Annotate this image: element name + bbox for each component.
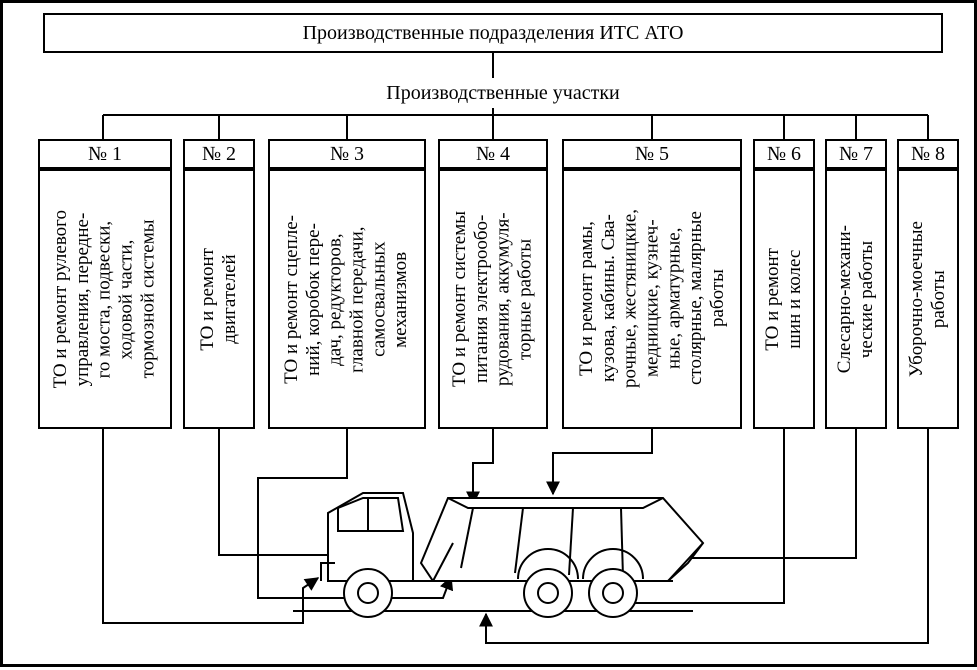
title-text: Производственные подразделения ИТС АТО [303, 22, 684, 44]
col-3-header: № 3 [268, 139, 426, 169]
col-2-header: № 2 [183, 139, 255, 169]
col-4-label: ТО и ремонт системы питания электрообо- … [449, 211, 536, 387]
col-6-label: ТО и ремонт шин и колес [762, 248, 806, 351]
title-box: Производственные подразделения ИТС АТО [43, 13, 943, 53]
col-1-header: № 1 [38, 139, 172, 169]
col-6-header: № 6 [753, 139, 815, 169]
col-4-num: № 4 [476, 143, 510, 166]
col-2-num: № 2 [202, 143, 236, 166]
col-4-body: ТО и ремонт системы питания электрообо- … [438, 169, 548, 429]
col-5-num: № 5 [635, 143, 669, 166]
col-3-num: № 3 [330, 143, 364, 166]
col-8-label: Уборочно-моечные работы [906, 221, 950, 377]
col-1-num: № 1 [88, 143, 122, 166]
col-3-body: ТО и ремонт сцепле- ний, коробок пере- д… [268, 169, 426, 429]
col-6-body: ТО и ремонт шин и колес [753, 169, 815, 429]
col-2-body: ТО и ремонт двигателей [183, 169, 255, 429]
col-7-num: № 7 [839, 143, 873, 166]
subtitle-box: Производственные участки [303, 78, 703, 108]
col-7-label: Слесарно-механи- ческие работы [834, 225, 878, 373]
col-8-header: № 8 [897, 139, 959, 169]
diagram-canvas: Производственные подразделения ИТС АТО П… [0, 0, 977, 667]
col-5-header: № 5 [562, 139, 742, 169]
col-3-label: ТО и ремонт сцепле- ний, коробок пере- д… [281, 215, 412, 384]
col-5-body: ТО и ремонт рамы, кузова, кабины. Сва- р… [562, 169, 742, 429]
col-4-header: № 4 [438, 139, 548, 169]
col-8-num: № 8 [911, 143, 945, 166]
col-2-label: ТО и ремонт двигателей [197, 248, 241, 351]
col-7-header: № 7 [825, 139, 887, 169]
col-1-body: ТО и ремонт рулевого управления, передне… [38, 169, 172, 429]
col-7-body: Слесарно-механи- ческие работы [825, 169, 887, 429]
subtitle-text: Производственные участки [386, 82, 619, 104]
col-8-body: Уборочно-моечные работы [897, 169, 959, 429]
truck-icon [321, 493, 703, 617]
col-5-label: ТО и ремонт рамы, кузова, кабины. Сва- р… [576, 209, 729, 388]
col-1-label: ТО и ремонт рулевого управления, передне… [50, 210, 159, 388]
col-6-num: № 6 [767, 143, 801, 166]
